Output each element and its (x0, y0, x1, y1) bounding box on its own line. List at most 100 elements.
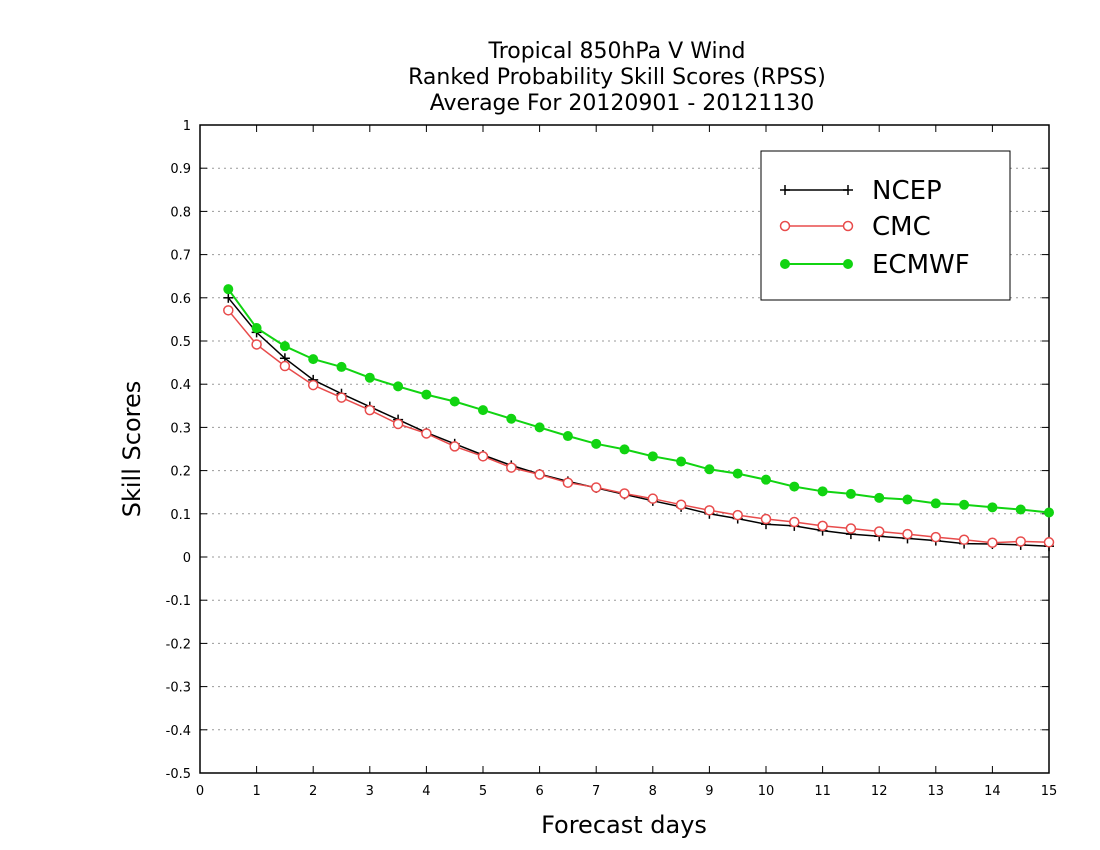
data-point-filled-circle (1015, 504, 1026, 515)
data-point-open-circle (421, 428, 432, 439)
data-point-filled-circle (845, 488, 856, 499)
data-point-filled-circle (223, 284, 234, 295)
data-point-open-circle (562, 477, 574, 488)
data-point-filled-circle (902, 494, 913, 505)
data-point-open-circle (279, 360, 291, 372)
data-point-filled-circle (308, 354, 319, 365)
chart-title: Tropical 850hPa V Wind Ranked Probabilit… (408, 39, 826, 116)
x-tick-label: 13 (928, 784, 945, 799)
data-point-open-circle (732, 509, 743, 521)
data-point-filled-circle (619, 444, 630, 455)
data-point-filled-circle (421, 389, 432, 400)
data-point-filled-circle (478, 405, 488, 416)
data-point-filled-circle (732, 468, 743, 479)
data-point-filled-circle (251, 323, 262, 334)
data-point-filled-circle (780, 259, 790, 269)
y-tick-labels: -0.5 -0.4 -0.3 -0.2 -0.1 0 0.1 0.2 0.3 0.4 0.5 0.6 0… (166, 119, 191, 782)
title-line-3: Average For 20120901 - 20121130 (430, 91, 815, 116)
data-point-filled-circle (647, 451, 658, 462)
x-tick-label: 3 (366, 784, 374, 799)
y-tick-label: -0.4 (166, 724, 191, 739)
y-tick-label: -0.3 (166, 681, 191, 696)
y-tick-label: 0.1 (170, 508, 191, 523)
data-point-open-circle (675, 499, 687, 510)
series-ecmwf (223, 284, 1054, 518)
data-point-filled-circle (817, 486, 828, 497)
y-tick-label: 0.9 (170, 162, 191, 177)
data-point-filled-circle (506, 413, 517, 424)
x-tick-label: 10 (758, 784, 775, 799)
data-point-open-circle (845, 523, 857, 534)
y-tick-label: 0 (183, 551, 191, 566)
data-point-open-circle (223, 305, 234, 316)
x-tick-labels: 0 1 2 3 4 5 6 7 8 9 10 11 12 13 14 15 (196, 784, 1057, 799)
data-point-filled-circle (449, 396, 460, 407)
x-tick-label: 2 (309, 784, 317, 799)
y-tick-label: 0.4 (170, 378, 191, 393)
axis-ticks (199, 124, 1050, 774)
data-point-plus (780, 185, 790, 195)
data-point-open-circle (619, 488, 630, 499)
x-tick-label: 15 (1041, 784, 1058, 799)
data-point-open-circle (817, 520, 828, 532)
plot-frame (199, 124, 1050, 774)
data-point-open-circle (590, 482, 602, 493)
y-axis-label: Skill Scores (118, 381, 146, 518)
data-point-open-circle (873, 526, 885, 537)
data-point-open-circle (902, 528, 913, 540)
x-axis-label: Forecast days (541, 811, 707, 839)
legend-entry-ncep: NCEP (780, 176, 942, 206)
data-point-open-circle (251, 339, 262, 350)
data-point-filled-circle (534, 422, 545, 433)
data-point-filled-circle (987, 502, 998, 513)
x-tick-label: 4 (422, 784, 430, 799)
data-point-open-circle (307, 379, 319, 391)
y-tick-label: 1 (183, 119, 191, 134)
x-tick-label: 0 (196, 784, 204, 799)
data-point-filled-circle (959, 499, 970, 510)
data-point-filled-circle (930, 498, 941, 509)
data-point-open-circle (930, 531, 942, 543)
title-line-1: Tropical 850hPa V Wind (487, 39, 745, 64)
legend-label: NCEP (872, 176, 942, 206)
legend: NCEP CMC ECMWF (760, 150, 1011, 301)
data-point-open-circle (336, 392, 347, 403)
x-tick-label: 6 (535, 784, 543, 799)
y-tick-label: -0.2 (166, 637, 191, 652)
data-point-filled-circle (704, 464, 715, 475)
data-point-open-circle (760, 513, 772, 525)
data-point-open-circle (534, 469, 545, 480)
y-tick-label: 0.7 (170, 249, 191, 264)
y-tick-label: 0.5 (170, 335, 191, 350)
x-tick-label: 8 (649, 784, 657, 799)
data-point-open-circle (1043, 537, 1055, 548)
y-tick-label: -0.5 (166, 767, 191, 782)
x-tick-label: 5 (479, 784, 487, 799)
data-point-filled-circle (562, 431, 573, 442)
x-tick-label: 12 (871, 784, 888, 799)
title-line-2: Ranked Probability Skill Scores (RPSS) (408, 65, 826, 90)
series-cmc (223, 305, 1055, 548)
data-point-filled-circle (1044, 507, 1054, 518)
data-point-open-circle (449, 441, 460, 452)
data-point-open-circle (987, 537, 998, 548)
data-point-filled-circle (761, 474, 771, 485)
legend-entry-ecmwf: ECMWF (780, 250, 970, 280)
data-point-open-circle (506, 462, 517, 473)
data-point-open-circle (842, 220, 854, 232)
data-point-filled-circle (336, 361, 347, 372)
y-tick-label: 0.2 (170, 465, 191, 480)
x-tick-label: 7 (592, 784, 600, 799)
data-point-open-circle (477, 451, 489, 462)
x-tick-label: 14 (984, 784, 1001, 799)
data-point-open-circle (704, 505, 715, 516)
data-point-plus (843, 185, 853, 195)
data-point-filled-circle (591, 438, 602, 449)
legend-entry-cmc: CMC (779, 212, 931, 242)
data-point-open-circle (364, 404, 376, 416)
data-point-filled-circle (789, 481, 800, 492)
data-point-open-circle (1015, 536, 1026, 547)
data-point-open-circle (958, 534, 970, 545)
data-point-open-circle (647, 493, 659, 504)
